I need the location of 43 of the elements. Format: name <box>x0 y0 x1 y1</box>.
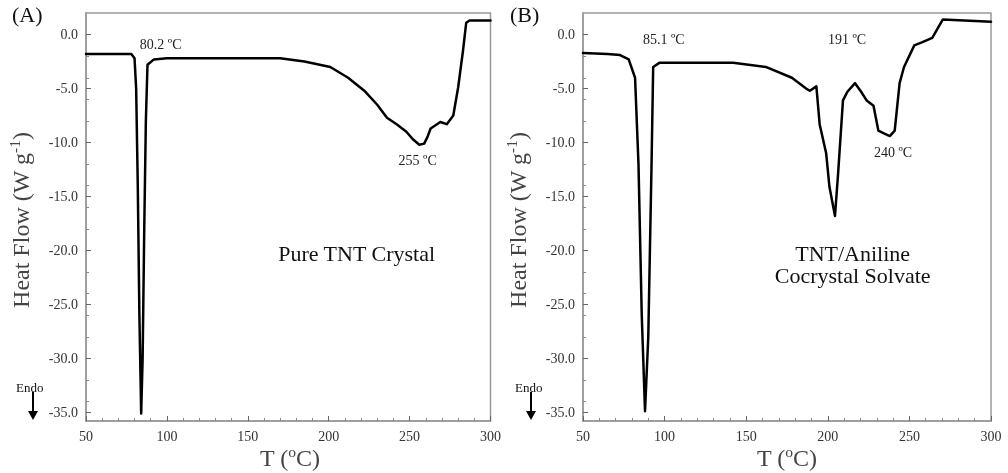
y-tick-label: -30.0 <box>48 350 78 366</box>
annotation: 85.1 ºC <box>643 31 685 47</box>
x-axis-title: T ($^{o}$C) <box>756 443 817 471</box>
annotation: TNT/Aniline Cocrystal Solvate <box>774 240 931 288</box>
y-tick-label: -25.0 <box>48 296 78 312</box>
y-tick-label: -5.0 <box>552 81 575 97</box>
x-tick-label: 100 <box>654 428 676 444</box>
y-tick-label: -35.0 <box>545 404 575 420</box>
chart-title: (A) <box>12 1 43 27</box>
x-axis-title: T ($^{o}$C) <box>259 443 320 471</box>
y-tick-label: -20.0 <box>545 242 575 258</box>
x-tick-label: 300 <box>480 428 501 444</box>
y-tick-label: 0.0 <box>60 27 78 43</box>
x-tick-label: 150 <box>735 428 757 444</box>
chart-title: (B) <box>510 1 540 27</box>
x-tick-label: 50 <box>576 428 590 444</box>
annotation: Pure TNT Crystal <box>278 240 436 266</box>
x-tick-label: 300 <box>980 428 1002 444</box>
y-tick-label: -30.0 <box>545 350 575 366</box>
text: Endo <box>515 380 543 396</box>
y-tick-label: -15.0 <box>545 188 575 204</box>
x-tick-label: 250 <box>399 428 421 444</box>
x-tick-label: 100 <box>156 428 178 444</box>
x-tick-label: 200 <box>318 428 340 444</box>
line-series <box>84 19 492 415</box>
annotation: 191 ºC <box>828 31 867 47</box>
x-tick-label: 150 <box>237 428 259 444</box>
y-tick-label: -10.0 <box>48 135 78 151</box>
x-tick-label: 200 <box>817 428 839 444</box>
y-tick-label: -25.0 <box>545 296 575 312</box>
y-tick-label: -15.0 <box>48 188 78 204</box>
y-tick-label: -20.0 <box>48 242 78 258</box>
text: Endo <box>16 380 44 396</box>
y-tick-label: 0.0 <box>557 27 575 43</box>
x-tick-label: 50 <box>79 428 93 444</box>
y-tick-label: -5.0 <box>55 81 78 97</box>
annotation: 80.2 ºC <box>139 36 182 52</box>
y-tick-label: -10.0 <box>545 135 575 151</box>
annotation: 255 ºC <box>398 153 437 169</box>
x-tick-label: 250 <box>898 428 920 444</box>
y-tick-label: -35.0 <box>48 404 78 420</box>
annotation: 240 ºC <box>873 144 913 160</box>
line-series <box>581 18 993 413</box>
